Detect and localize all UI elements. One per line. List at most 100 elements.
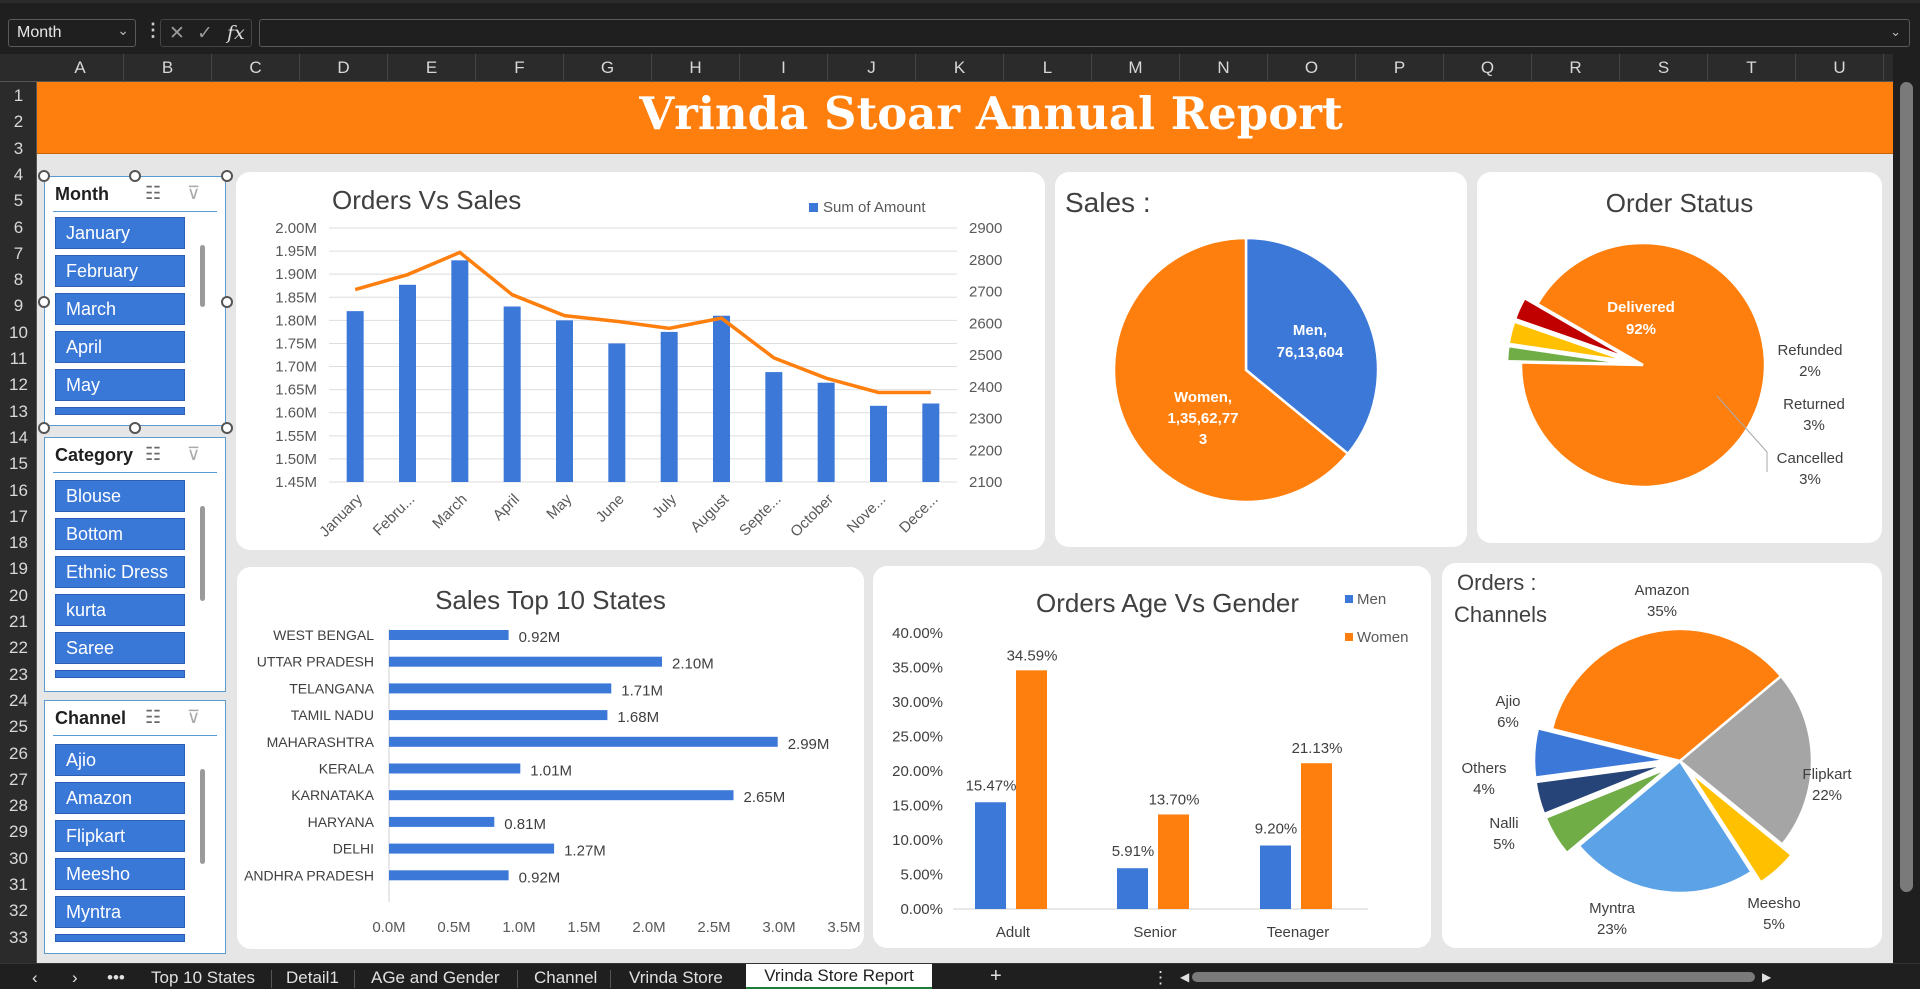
clear-filter-icon[interactable]: ⊽ bbox=[187, 707, 201, 727]
row-header-cell[interactable]: 31 bbox=[9, 875, 28, 894]
row-header-cell[interactable]: 4 bbox=[13, 164, 24, 184]
column-header-cell[interactable]: K bbox=[916, 54, 1004, 82]
row-header-cell[interactable]: 30 bbox=[9, 848, 28, 868]
slicer-item[interactable]: kurta bbox=[55, 594, 185, 626]
row-header-cell[interactable]: 19 bbox=[9, 559, 28, 579]
row-header-cell[interactable]: 17 bbox=[9, 506, 28, 526]
row-header-cell[interactable]: 3 bbox=[13, 138, 24, 158]
chevron-down-icon[interactable]: ⌄ bbox=[1890, 24, 1901, 39]
column-header-cell[interactable]: M bbox=[1092, 54, 1180, 82]
confirm-icon[interactable]: ✓ bbox=[197, 23, 213, 44]
column-header-cell[interactable]: G bbox=[564, 54, 652, 82]
column-header-cell[interactable]: P bbox=[1356, 54, 1444, 82]
cancel-icon[interactable]: ✕ bbox=[169, 23, 185, 44]
multi-select-icon[interactable]: ☷ bbox=[145, 707, 162, 727]
row-header-cell[interactable]: 27 bbox=[9, 769, 28, 789]
tab-more-icon[interactable]: ••• bbox=[107, 968, 125, 987]
row-header-cell[interactable]: 23 bbox=[9, 664, 28, 684]
row-header-cell[interactable]: 18 bbox=[9, 533, 28, 553]
channel-slicer[interactable]: Channel ☷ ⊽ Ajio Amazon Flipkart Meesho … bbox=[44, 700, 226, 954]
slicer-item[interactable]: Ethnic Dress bbox=[55, 556, 185, 588]
slicer-item-partial[interactable] bbox=[55, 670, 185, 678]
formula-input[interactable]: ⌄ bbox=[259, 19, 1910, 47]
channels-card[interactable]: Orders : Channels Amazon 35% Flipkart 22% Me… bbox=[1442, 563, 1882, 948]
row-header-cell[interactable]: 10 bbox=[9, 322, 28, 342]
scroll-right-icon[interactable]: ▶ bbox=[1762, 970, 1772, 984]
tab-vrinda-store-report[interactable]: Vrinda Store Report bbox=[746, 964, 932, 989]
slicer-item-partial[interactable] bbox=[55, 934, 185, 942]
column-header-cell[interactable]: L bbox=[1004, 54, 1092, 82]
slicer-scrollbar[interactable] bbox=[200, 769, 205, 864]
column-header-cell[interactable]: E bbox=[388, 54, 476, 82]
category-slicer[interactable]: Category ☷ ⊽ Blouse Bottom Ethnic Dress … bbox=[44, 437, 226, 692]
slicer-item[interactable]: Meesho bbox=[55, 858, 185, 890]
column-header-cell[interactable]: D bbox=[300, 54, 388, 82]
slicer-item[interactable]: Ajio bbox=[55, 744, 185, 776]
row-header-cell[interactable]: 25 bbox=[9, 717, 28, 737]
slicer-item[interactable]: January bbox=[55, 217, 185, 249]
column-header-cell[interactable]: B bbox=[124, 54, 212, 82]
column-header-cell[interactable]: C bbox=[212, 54, 300, 82]
resize-handle[interactable] bbox=[221, 422, 233, 434]
multi-select-icon[interactable]: ☷ bbox=[145, 444, 162, 464]
row-header-cell[interactable]: 2 bbox=[13, 112, 24, 132]
clear-filter-icon[interactable]: ⊽ bbox=[187, 183, 201, 203]
row-header-cell[interactable]: 11 bbox=[9, 349, 28, 368]
row-header-cell[interactable]: 14 bbox=[9, 427, 28, 447]
column-header-cell[interactable]: H bbox=[652, 54, 740, 82]
row-header-cell[interactable]: 15 bbox=[9, 454, 28, 474]
tab-prev-icon[interactable]: ‹ bbox=[32, 968, 38, 987]
resize-handle[interactable] bbox=[129, 170, 141, 182]
row-header-cell[interactable]: 1 bbox=[13, 86, 24, 105]
orders-vs-sales-card[interactable]: Orders Vs Sales 2.00M 1.95M 1.90M 1.85M 1.80… bbox=[236, 172, 1045, 550]
scroll-left-icon[interactable]: ◀ bbox=[1180, 970, 1190, 984]
slicer-item[interactable]: Amazon bbox=[55, 782, 185, 814]
column-header-cell[interactable]: A bbox=[37, 54, 124, 82]
row-header-cell[interactable]: 22 bbox=[9, 638, 28, 658]
slicer-item[interactable]: Bottom bbox=[55, 518, 185, 550]
slicer-item[interactable]: March bbox=[55, 293, 185, 325]
name-box[interactable]: Month ⌄ bbox=[8, 19, 136, 47]
sales-gender-card[interactable]: Sales : Men, 76,13,604 Women, 1,35,62,77 3 bbox=[1055, 172, 1467, 547]
slicer-item[interactable]: Myntra bbox=[55, 896, 185, 928]
horizontal-scroll-thumb[interactable] bbox=[1192, 972, 1755, 982]
column-header-cell[interactable]: Q bbox=[1444, 54, 1532, 82]
row-header-cell[interactable]: 16 bbox=[9, 480, 28, 500]
slicer-item[interactable]: February bbox=[55, 255, 185, 287]
resize-handle[interactable] bbox=[38, 170, 50, 182]
resize-handle[interactable] bbox=[38, 296, 50, 308]
row-header-cell[interactable]: 6 bbox=[13, 217, 24, 237]
row-header-cell[interactable]: 5 bbox=[13, 191, 24, 211]
row-header-cell[interactable]: 12 bbox=[9, 375, 28, 395]
top-states-card[interactable]: Sales Top 10 States WEST BENGAL 0.92M UTTA… bbox=[237, 567, 864, 949]
clear-filter-icon[interactable]: ⊽ bbox=[187, 444, 201, 464]
column-header-cell[interactable]: J bbox=[828, 54, 916, 82]
tab-age-and-gender[interactable]: AGe and Gender bbox=[371, 968, 500, 987]
vertical-scroll-thumb[interactable] bbox=[1900, 82, 1913, 892]
tab-top-10-states[interactable]: Top 10 States bbox=[151, 968, 255, 987]
chevron-down-icon[interactable]: ⌄ bbox=[117, 22, 129, 38]
column-header-cell[interactable]: N bbox=[1180, 54, 1268, 82]
resize-handle[interactable] bbox=[129, 422, 141, 434]
resize-handle[interactable] bbox=[221, 296, 233, 308]
tab-vrinda-store[interactable]: Vrinda Store bbox=[629, 968, 723, 987]
row-header-cell[interactable]: 21 bbox=[9, 612, 28, 631]
slicer-item-partial[interactable] bbox=[55, 407, 185, 415]
row-header-cell[interactable]: 24 bbox=[9, 690, 28, 710]
column-header-cell[interactable]: O bbox=[1268, 54, 1356, 82]
row-header-cell[interactable]: 32 bbox=[9, 901, 28, 921]
column-header-cell[interactable]: U bbox=[1796, 54, 1884, 82]
column-header-cell[interactable]: I bbox=[740, 54, 828, 82]
tab-channel[interactable]: Channel bbox=[534, 968, 598, 987]
slicer-item[interactable]: May bbox=[55, 369, 185, 401]
column-header-cell[interactable]: T bbox=[1708, 54, 1796, 82]
row-header-cell[interactable]: 7 bbox=[13, 243, 24, 263]
row-header-cell[interactable]: 29 bbox=[9, 822, 28, 842]
row-header-cell[interactable]: 20 bbox=[9, 585, 28, 605]
resize-handle[interactable] bbox=[221, 170, 233, 182]
slicer-item[interactable]: Flipkart bbox=[55, 820, 185, 852]
column-header-cell[interactable]: F bbox=[476, 54, 564, 82]
slicer-scrollbar[interactable] bbox=[200, 506, 205, 601]
month-slicer[interactable]: Month ☷ ⊽ January February March April M… bbox=[44, 176, 226, 426]
column-header-cell[interactable]: S bbox=[1620, 54, 1708, 82]
